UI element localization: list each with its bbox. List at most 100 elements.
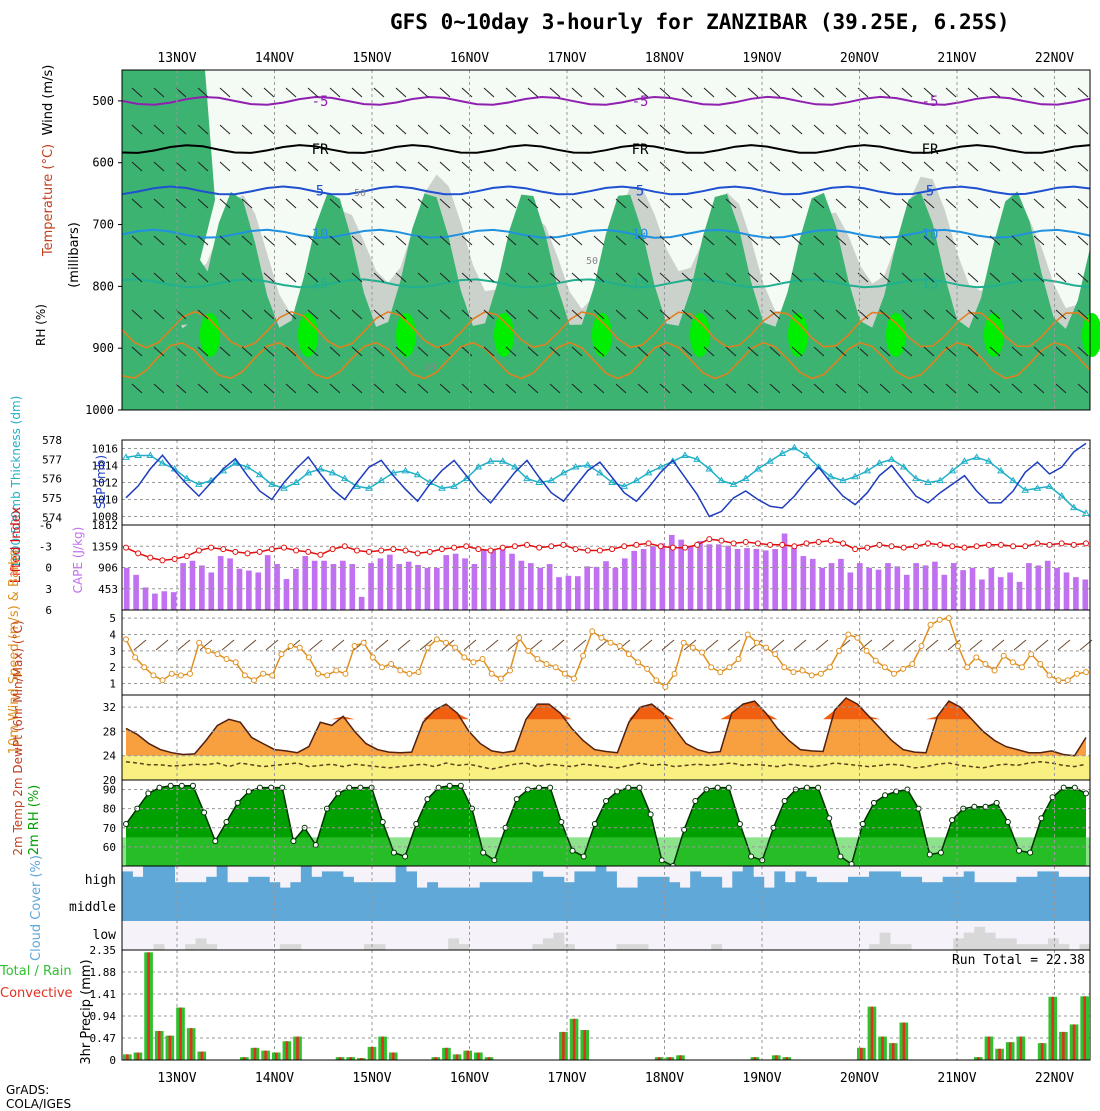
wind-barb [989,235,1001,246]
wind-barb [923,124,935,135]
wind10-point [589,628,596,635]
wind-barb [967,87,979,98]
wind10-point [1019,664,1025,671]
precip-convective-bar [455,1054,459,1060]
rh2m-point [815,784,822,791]
day-label-bottom: 13NOV [157,1071,196,1086]
cape-bar [1063,572,1070,610]
cape-bar [678,539,685,610]
cape-bar [556,577,562,610]
wind-barb [901,383,913,394]
cape-bar [875,569,882,610]
rh2m-point [603,798,609,805]
wind-barb [637,124,649,135]
day-label-bottom: 18NOV [645,1071,684,1086]
precip-convective-bar [477,1052,480,1060]
lifted-index-point [1010,543,1017,550]
rh2m-point [245,788,252,795]
cloud-bar-high [300,866,312,893]
precip-convective-bar [679,1055,682,1060]
wind10-point [735,656,742,663]
wind-barb [571,161,583,172]
wind-barb [373,383,385,394]
cape-bar [706,544,713,610]
wind-barb [791,198,803,209]
cloud-bar-low [984,932,996,950]
cloud-bar-middle [900,893,912,921]
rh2m-point [625,784,632,791]
thickness-point [340,474,349,482]
thickness-point [243,463,252,470]
lifted-index-point [366,548,373,555]
wind10-point [717,669,724,676]
wind-barb [1055,235,1067,246]
isotherm-line [121,144,1091,154]
thickness-point [887,455,896,462]
cape-bar [744,548,750,610]
wind-barb [417,346,429,357]
cloud-bar-high [332,871,344,893]
precip-convective-bar [466,1050,470,1060]
wind-barb [527,309,539,320]
lifted-index-point [123,544,129,551]
rh-green-area [122,191,1090,410]
wind10-point [973,654,980,661]
cloud-bar-high [195,882,207,893]
wind10-point [790,669,797,676]
wind-barb [747,124,759,135]
li-tick: -6 [39,519,52,532]
surface-wind-barb [595,639,609,651]
rh2m-point [1027,849,1034,856]
rh-bright-spot [592,313,612,357]
cloud-bar-low [1026,944,1038,950]
wind-barb [329,161,341,172]
cloud-bar-low [711,944,723,950]
surface-wind-barb [1035,639,1049,651]
wind-barb [615,346,627,357]
wind-barb [835,198,847,209]
wind-barb [725,346,737,357]
precip-convective-bar [657,1057,661,1060]
cloud-bar-middle [963,893,975,921]
cloud-bar-high [448,887,460,893]
wind-barb [1011,309,1023,320]
wind-barb [417,309,429,320]
cloud-bar-high [143,866,154,893]
cloud-bar-low [1047,938,1059,950]
lifted-index-point [475,546,482,553]
thickness-point [231,459,240,466]
cloud-bar-low [1005,938,1017,950]
li-axis-label: Lifted Index [9,506,24,583]
thickness-point [498,457,507,464]
wind-barb [373,124,385,135]
wind-barb [923,198,935,209]
surface-wind-barb [529,639,543,651]
surface-wind-barb [859,639,873,651]
wind10-point [900,665,907,672]
precip-convective-label: Convective [0,986,73,1001]
cloud-bar-middle [321,893,333,921]
cloud-bar-middle [627,893,638,921]
temp-hot-area [126,698,1086,720]
cloud-bar-high [616,887,628,893]
wind10-point [598,634,605,641]
rh-green-column [122,70,240,330]
precip-convective-bar [987,1036,991,1060]
wind-barb [439,235,451,246]
cape-bar [518,560,525,610]
wind-barb [549,124,561,135]
wind10-point [406,670,413,677]
cloud-bar-middle [1005,893,1017,921]
wind-barb [329,309,341,320]
wind-barb [285,124,297,135]
surface-wind-barb [1013,639,1027,651]
cape-bar [631,550,638,610]
wind-barb [527,235,539,246]
surface-wind-barb [331,639,345,651]
day-label-bottom: 17NOV [547,1071,586,1086]
cape-bar [246,570,252,610]
cloud-bar-middle [984,893,996,921]
wind-barb [373,198,385,209]
cloud-bar-middle [753,893,765,921]
cloud-bar-middle [542,893,554,921]
